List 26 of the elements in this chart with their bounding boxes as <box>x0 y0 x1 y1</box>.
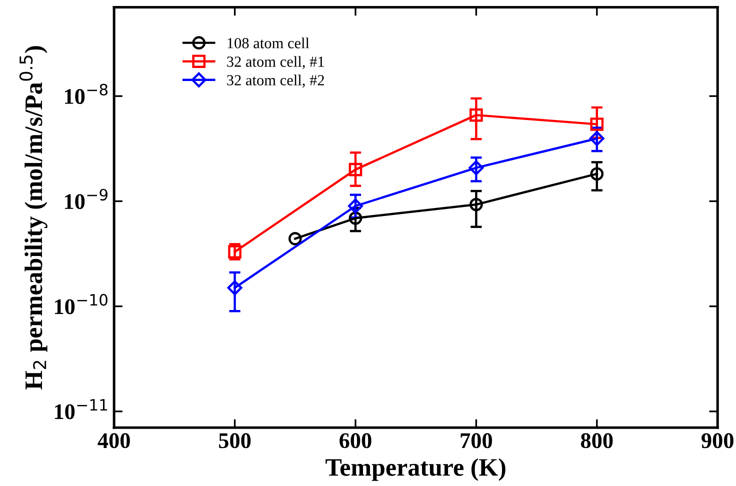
point <box>468 160 484 176</box>
x-tick-label: 500 <box>219 433 251 448</box>
y-tick-label: 10$^{−8}$ <box>65 84 108 104</box>
y-tick-label: 10$^{−11}$ <box>55 399 108 420</box>
legend-label: 32 atom cell, #1 <box>227 56 324 70</box>
point <box>348 211 362 225</box>
point <box>348 162 362 176</box>
x-axis-title: Temperature (K) <box>326 458 506 481</box>
x-tick-label: 900 <box>702 433 734 448</box>
point <box>348 198 363 214</box>
y-axis-title: H$_{2}$ permeability (mol/m/s/Pa$^{0.5}$) <box>19 46 48 390</box>
point <box>227 280 242 296</box>
x-tick-label: 400 <box>98 433 130 448</box>
y-tick-label: 10$^{−9}$ <box>65 188 108 210</box>
y-tick-label: 10$^{−10}$ <box>55 294 108 314</box>
x-tick-label: 800 <box>580 433 613 448</box>
legend-label: 108 atom cell <box>228 38 310 48</box>
point <box>589 131 604 146</box>
x-tick-label: 600 <box>340 433 372 448</box>
point <box>470 108 483 122</box>
point <box>288 232 302 246</box>
x-tick-label: 700 <box>460 433 492 448</box>
point <box>470 198 483 212</box>
legend-label: 32 atom cell, #2 <box>227 74 324 88</box>
point <box>590 118 604 131</box>
point <box>590 167 604 181</box>
